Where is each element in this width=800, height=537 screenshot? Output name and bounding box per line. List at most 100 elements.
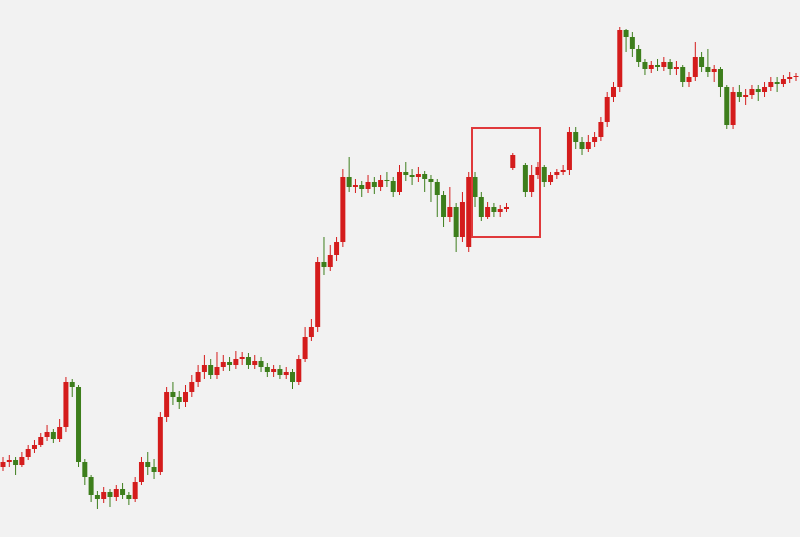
candle-body — [57, 427, 63, 439]
candle-body — [529, 175, 535, 192]
candle-body — [88, 477, 94, 495]
candle-body — [793, 76, 799, 77]
candle-body — [82, 462, 88, 477]
candle-body — [69, 382, 75, 387]
candle-body — [762, 87, 768, 92]
candle-body — [428, 179, 434, 182]
candle-body — [164, 392, 170, 417]
candle-body — [743, 95, 749, 97]
candle-body — [107, 492, 113, 497]
candle-body — [636, 49, 642, 62]
candle-body — [277, 369, 283, 375]
candle-body — [346, 177, 352, 187]
candle-body — [201, 365, 207, 372]
candle-body — [113, 489, 119, 497]
candle-body — [138, 462, 144, 482]
candle-body — [25, 449, 31, 457]
candle-body — [76, 387, 82, 462]
candle-body — [290, 372, 296, 382]
candle-body — [485, 207, 491, 217]
candle-body — [31, 445, 37, 449]
candle-body — [145, 462, 151, 467]
candle-body — [692, 57, 698, 77]
candle-body — [189, 382, 195, 392]
candle-body — [302, 337, 308, 359]
candle-body — [642, 62, 648, 69]
candle-body — [126, 495, 132, 499]
candle-body — [44, 432, 50, 437]
candle-body — [680, 67, 686, 82]
candle-body — [176, 397, 182, 402]
candle-body — [371, 182, 377, 187]
candle-body — [308, 327, 314, 337]
candle-body — [94, 495, 100, 499]
candle-body — [447, 207, 453, 217]
candle-body — [598, 122, 604, 137]
candle-body — [610, 87, 616, 97]
candle-body — [774, 82, 780, 84]
candle-body — [220, 362, 226, 367]
candle-body — [787, 77, 793, 79]
candle-body — [629, 37, 635, 49]
candle-body — [730, 92, 736, 125]
candle-body — [579, 142, 585, 149]
candle-body — [780, 79, 786, 84]
candle-body — [157, 417, 163, 472]
candle-body — [321, 262, 327, 267]
candle-body — [749, 89, 755, 95]
candle-body — [183, 392, 189, 402]
candle-body — [334, 242, 340, 255]
candle-body — [541, 167, 547, 182]
candle-body — [434, 182, 440, 195]
candle-body — [214, 367, 220, 375]
candle-body — [327, 255, 333, 267]
candle-body — [13, 460, 19, 465]
candle-body — [554, 172, 560, 175]
candle-body — [535, 167, 541, 175]
candle-body — [245, 357, 251, 365]
candle-body — [151, 467, 157, 472]
candle-body — [239, 357, 245, 359]
candle-body — [459, 202, 465, 237]
candle-body — [0, 462, 6, 467]
candle-body — [673, 67, 679, 69]
candle-body — [50, 432, 56, 439]
candle-body — [359, 185, 365, 189]
candle-body — [415, 174, 421, 177]
candle-body — [378, 180, 384, 187]
candle-body — [604, 97, 610, 122]
candle-body — [283, 372, 289, 375]
candle-body — [6, 460, 12, 462]
candle-body — [390, 181, 396, 192]
candle-body — [497, 209, 503, 212]
candle-body — [478, 197, 484, 217]
candle-body — [38, 437, 44, 445]
candle-body — [705, 67, 711, 72]
candle-body — [755, 89, 761, 92]
candle-body — [717, 69, 723, 87]
candle-body — [617, 30, 623, 87]
candle-body — [352, 185, 358, 187]
candle-body — [585, 142, 591, 149]
candle-body — [573, 132, 579, 142]
candle-body — [384, 180, 390, 181]
candle-body — [453, 207, 459, 237]
candle-body — [252, 361, 258, 365]
candle-body — [711, 69, 717, 72]
candle-body — [699, 57, 705, 67]
highlight-box — [471, 127, 541, 238]
candle-body — [648, 65, 654, 69]
candle-body — [264, 367, 270, 372]
candles — [0, 27, 799, 509]
candle-body — [120, 489, 126, 495]
candle-body — [768, 82, 774, 87]
candle-body — [340, 177, 346, 242]
candle-body — [195, 372, 201, 382]
candle-body — [208, 365, 214, 375]
candle-body — [397, 172, 402, 192]
candle-body — [365, 182, 371, 189]
candle-body — [560, 170, 566, 172]
candle-body — [491, 207, 497, 212]
